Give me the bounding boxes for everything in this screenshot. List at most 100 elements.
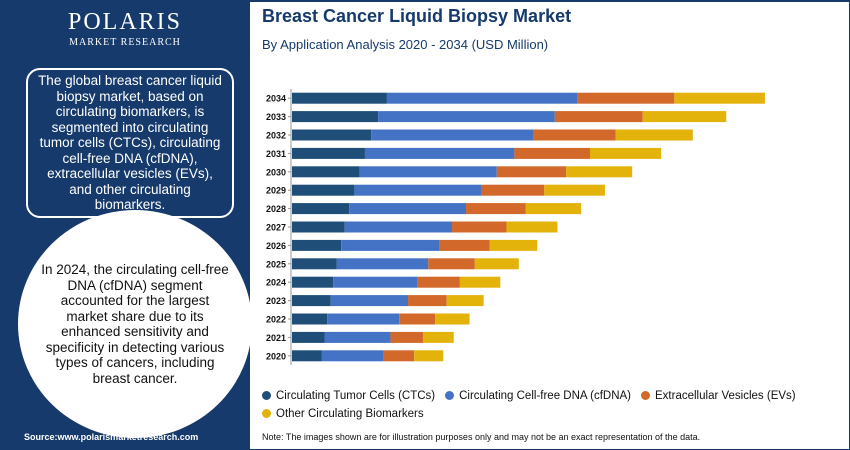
brand-tagline: MARKET RESEARCH xyxy=(69,37,181,48)
bar-segment-ctc xyxy=(292,92,387,104)
y-tick-label: 2023 xyxy=(266,296,286,306)
y-tick-label: 2034 xyxy=(266,94,286,104)
bar-segment-other xyxy=(642,111,727,123)
bar-segment-cfdna xyxy=(364,147,515,159)
bar-segment-ev xyxy=(417,276,460,288)
bar-segment-other xyxy=(446,295,484,307)
chart-title: Breast Cancer Liquid Biopsy Market xyxy=(262,6,572,26)
bar-segment-ctc xyxy=(292,147,365,159)
bar-segment-ctc xyxy=(292,111,379,123)
y-tick-label: 2032 xyxy=(266,131,286,141)
legend-label: Other Circulating Biomarkers xyxy=(276,408,424,420)
y-tick-label: 2022 xyxy=(266,315,286,325)
brand-logo: POLARIS MARKET RESEARCH xyxy=(60,8,190,52)
highlight-circle: In 2024, the circulating cell-free DNA (… xyxy=(18,210,252,438)
legend-item: Other Circulating Biomarkers xyxy=(262,408,424,420)
bar-segment-ctc xyxy=(292,313,328,325)
y-tick-label: 2028 xyxy=(266,204,286,214)
y-tick-label: 2033 xyxy=(266,112,286,122)
bar-segment-cfdna xyxy=(341,239,440,251)
bar-segment-other xyxy=(566,166,633,178)
bar-segment-ctc xyxy=(292,331,325,343)
bar-segment-ev xyxy=(451,221,507,233)
bar-segment-cfdna xyxy=(359,166,497,178)
bar-segment-ev xyxy=(496,166,567,178)
bar-segment-other xyxy=(674,92,765,104)
bar-segment-ctc xyxy=(292,276,334,288)
bar-segment-cfdna xyxy=(386,92,578,104)
bar-segment-ev xyxy=(533,129,616,141)
bar-segment-ctc xyxy=(292,258,337,270)
bar-segment-ctc xyxy=(292,203,350,215)
bar-segment-ev xyxy=(408,295,447,307)
left-panel: POLARIS MARKET RESEARCH The global breas… xyxy=(0,0,252,450)
bar-segment-ctc xyxy=(292,166,360,178)
bar-segment-ev xyxy=(514,147,590,159)
legend-label: Circulating Cell-free DNA (cfDNA) xyxy=(459,390,632,402)
bar-segment-ev xyxy=(577,92,675,104)
bar-segment-ctc xyxy=(292,221,345,233)
bar-segment-ev xyxy=(466,203,526,215)
y-tick-label: 2020 xyxy=(266,351,286,361)
y-tick-label: 2031 xyxy=(266,149,286,159)
bar-segment-cfdna xyxy=(324,331,391,343)
bar-segment-other xyxy=(506,221,558,233)
bar-segment-other xyxy=(474,258,519,270)
legend-swatch xyxy=(262,409,271,418)
stacked-bar-chart: 2034 2033 2032 2031 2030 2029 2028 2027 2026 2025… xyxy=(266,89,765,365)
top-rule xyxy=(250,0,850,2)
source-text: Source:www.polarismarketresearch.com xyxy=(24,432,199,442)
y-tick-label: 2026 xyxy=(266,241,286,251)
bar-segment-ctc xyxy=(292,239,342,251)
bar-segment-cfdna xyxy=(354,184,481,196)
bar-segment-ev xyxy=(554,111,643,123)
bar-segment-ctc xyxy=(292,184,355,196)
bar-segment-other xyxy=(544,184,605,196)
legend-swatch xyxy=(262,391,271,400)
chart-subtitle: By Application Analysis 2020 - 2034 (USD… xyxy=(262,37,549,52)
y-tick-label: 2029 xyxy=(266,186,286,196)
legend-swatch xyxy=(641,391,651,400)
bar-segment-ev xyxy=(383,350,415,362)
bar-segment-ctc xyxy=(292,129,372,141)
bar-segment-ev xyxy=(439,239,490,251)
legend-swatch xyxy=(445,391,455,400)
bar-segment-cfdna xyxy=(378,111,555,123)
bar-segment-ctc xyxy=(292,295,331,307)
bar-segment-cfdna xyxy=(336,258,429,270)
y-tick-label: 2030 xyxy=(266,167,286,177)
bar-segment-ev xyxy=(428,258,475,270)
bar-segment-other xyxy=(414,350,444,362)
bar-segment-cfdna xyxy=(333,276,418,288)
y-tick-label: 2024 xyxy=(266,278,286,288)
bar-segment-other xyxy=(435,313,470,325)
bar-segment-ev xyxy=(399,313,436,325)
y-tick-label: 2025 xyxy=(266,259,286,269)
bar-segment-other xyxy=(459,276,501,288)
legend-item: Circulating Tumor Cells (CTCs) xyxy=(262,390,435,402)
bar-segment-ev xyxy=(480,184,545,196)
legend-item: Extracellular Vesicles (EVs) xyxy=(641,390,796,402)
bar-segment-cfdna xyxy=(330,295,409,307)
y-tick-label: 2027 xyxy=(266,223,286,233)
y-tick-label: 2021 xyxy=(266,333,286,343)
bar-segment-other xyxy=(615,129,693,141)
brand-name: POLARIS xyxy=(67,9,183,35)
summary-box: The global breast cancer liquid biopsy m… xyxy=(26,68,234,218)
bar-segment-cfdna xyxy=(371,129,534,141)
bar-segment-other xyxy=(422,331,454,343)
legend-label: Extracellular Vesicles (EVs) xyxy=(655,390,796,402)
disclaimer-note: Note: The images shown are for illustrat… xyxy=(262,432,701,442)
chart-legend: Circulating Tumor Cells (CTCs) Circulatin… xyxy=(262,390,842,426)
bar-segment-other xyxy=(489,239,538,251)
bar-segment-cfdna xyxy=(349,203,467,215)
bar-segment-other xyxy=(525,203,582,215)
bar-segment-cfdna xyxy=(321,350,384,362)
bar-segment-cfdna xyxy=(327,313,400,325)
bar-segment-ctc xyxy=(292,350,322,362)
bar-segment-cfdna xyxy=(344,221,452,233)
summary-text: The global breast cancer liquid biopsy m… xyxy=(38,73,222,213)
legend-item: Circulating Cell-free DNA (cfDNA) xyxy=(445,390,631,402)
highlight-text: In 2024, the circulating cell-free DNA (… xyxy=(41,262,229,386)
